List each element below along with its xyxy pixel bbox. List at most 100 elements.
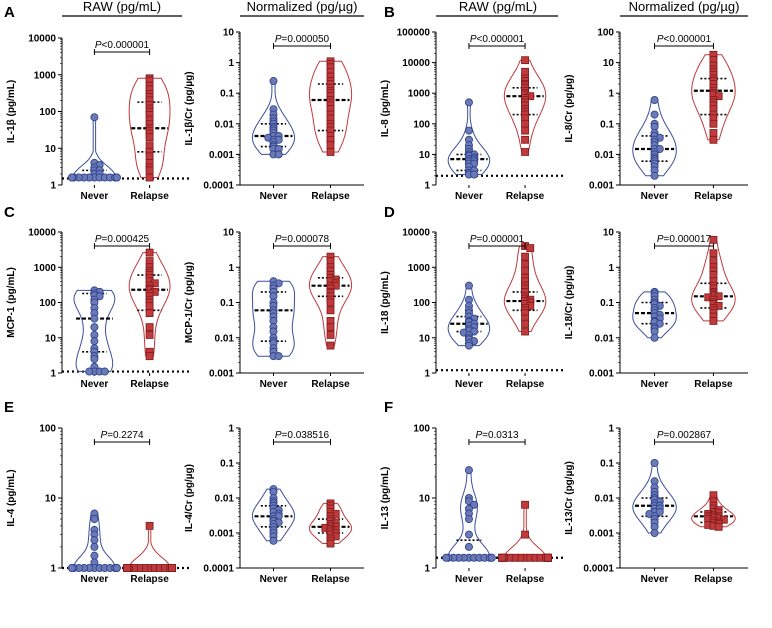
data-point-never (650, 171, 659, 180)
data-point-relapse (145, 166, 154, 175)
data-point-never (90, 314, 99, 323)
panel-letter-a: A (4, 4, 15, 21)
chart-C-raw: 10000 1000 100 10 1 MCP-1 (pg/mL) Never Relapse… (6, 228, 190, 390)
chart-E-raw: 100 10 1 IL-4 (pg/mL) Never Relapse P=0.2274 (6, 424, 190, 585)
panel-letter-f: F (384, 399, 393, 416)
data-point-relapse (326, 298, 335, 307)
x-category-label: Relapse (130, 574, 169, 585)
header-normalized-left: Normalized (pg/µg) (247, 0, 358, 14)
y-axis-label: IL-18/Cr (pg/µg) (564, 266, 575, 340)
p-value: <0.000001 (664, 34, 712, 45)
y-tick-label: 10 (603, 228, 615, 239)
data-point-never (464, 542, 473, 551)
y-tick-label: 1000 (34, 263, 57, 274)
x-category-label: Never (80, 191, 108, 202)
data-point-never (269, 536, 278, 545)
x-category-label: Never (260, 574, 288, 585)
x-category-label: Relapse (694, 574, 733, 585)
y-tick-label: 10000 (28, 228, 56, 239)
p-symbol: P (275, 34, 282, 45)
data-point-never (67, 173, 76, 182)
data-point-relapse (709, 119, 718, 128)
panel-letter-c: C (4, 204, 15, 221)
data-point-never (464, 530, 473, 539)
x-category-label: Never (455, 574, 483, 585)
header-raw-right: RAW (pg/mL) (459, 0, 537, 14)
p-value: =0.000017 (664, 234, 712, 245)
panel-letter-e: E (4, 399, 14, 416)
p-symbol: P (657, 234, 664, 245)
chart-F-raw: 100 10 1 IL-13 (pg/mL) Never Relapse P=0.0313 (380, 424, 566, 585)
y-tick-label: 1 (50, 181, 56, 192)
p-value: <0.000001 (477, 34, 525, 45)
x-category-label: Relapse (130, 379, 169, 390)
data-point-relapse (326, 141, 335, 150)
y-tick-label: 1 (50, 564, 56, 575)
panel-letter-b: B (384, 4, 395, 21)
x-category-label: Never (455, 379, 483, 390)
chart-D-norm: 10 1 0.1 0.01 0.001 IL-18/Cr (pg/µg) Never Rela… (564, 228, 748, 390)
data-point-relapse (145, 248, 154, 257)
data-point-relapse (521, 530, 529, 539)
x-category-label: Never (260, 191, 288, 202)
data-point-never (650, 529, 659, 538)
data-point-relapse (326, 341, 335, 350)
x-category-label: Relapse (130, 191, 169, 202)
y-axis-label: IL-8 (pg/mL) (380, 80, 391, 137)
data-point-relapse (498, 553, 507, 562)
x-category-label: Relapse (311, 574, 350, 585)
y-tick-label: 0.001 (209, 150, 234, 161)
violin-relapse (128, 252, 171, 357)
data-point-relapse (521, 126, 529, 135)
data-point-relapse (543, 553, 552, 562)
y-tick-label: 10 (223, 228, 235, 239)
p-symbol: P (657, 430, 664, 441)
y-axis-label: IL-13/Cr (pg/µg) (564, 461, 575, 535)
data-point-relapse (326, 306, 335, 315)
data-point-relapse (145, 302, 154, 310)
violin-relapse (128, 525, 171, 569)
panel-letter-d: D (384, 204, 395, 221)
y-tick-label: 1 (50, 369, 56, 380)
x-category-label: Relapse (694, 379, 733, 390)
y-axis-label: MCP-1 (pg/mL) (6, 267, 17, 338)
x-category-label: Never (641, 379, 669, 390)
p-symbol: P (657, 34, 664, 45)
y-tick-label: 0.001 (589, 181, 614, 192)
data-point-relapse (709, 317, 718, 325)
data-point-never (90, 536, 99, 545)
y-tick-label: 10 (419, 333, 431, 344)
data-point-relapse (521, 252, 529, 261)
data-point-never (655, 507, 664, 516)
y-axis-label: MCP-1/Cr (pg/µg) (184, 262, 195, 343)
y-tick-label: 0.01 (215, 494, 235, 505)
y-tick-label: 1 (424, 181, 430, 192)
y-tick-label: 10 (45, 333, 57, 344)
data-point-never (470, 500, 479, 509)
y-tick-label: 1 (228, 424, 234, 435)
data-point-relapse (526, 244, 535, 252)
data-point-relapse (123, 564, 132, 572)
violin-relapse (691, 54, 736, 141)
violin-relapse (308, 60, 353, 153)
data-point-relapse (168, 564, 176, 572)
data-point-relapse (521, 319, 529, 328)
data-point-relapse (145, 152, 154, 161)
violin-never (73, 289, 116, 372)
p-symbol: P (95, 234, 102, 245)
y-tick-label: 100000 (397, 28, 431, 39)
data-point-never (90, 337, 99, 346)
data-point-never (90, 323, 99, 332)
x-category-label: Relapse (694, 191, 733, 202)
data-point-never (90, 551, 99, 560)
y-tick-label: 10 (419, 150, 431, 161)
p-value: =0.000001 (477, 234, 525, 245)
y-tick-label: 100 (413, 298, 430, 309)
data-point-relapse (145, 521, 154, 530)
p-value-label: P<0.000001 (657, 34, 712, 45)
data-point-relapse (145, 323, 154, 332)
data-point-never (90, 515, 99, 524)
y-tick-label: 0.1 (600, 119, 614, 130)
data-point-never (112, 173, 121, 182)
